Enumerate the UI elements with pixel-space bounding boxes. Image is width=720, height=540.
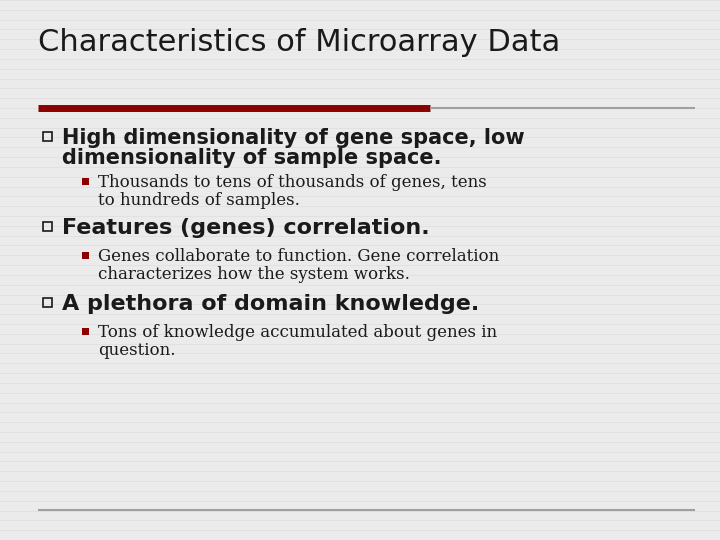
Text: to hundreds of samples.: to hundreds of samples. <box>98 192 300 209</box>
Text: question.: question. <box>98 342 176 359</box>
Text: High dimensionality of gene space, low: High dimensionality of gene space, low <box>62 128 525 148</box>
FancyBboxPatch shape <box>81 178 89 185</box>
FancyBboxPatch shape <box>81 252 89 259</box>
Text: characterizes how the system works.: characterizes how the system works. <box>98 266 410 283</box>
Text: Thousands to tens of thousands of genes, tens: Thousands to tens of thousands of genes,… <box>98 174 487 191</box>
FancyBboxPatch shape <box>81 327 89 334</box>
Text: Genes collaborate to function. Gene correlation: Genes collaborate to function. Gene corr… <box>98 248 499 265</box>
Text: Tons of knowledge accumulated about genes in: Tons of knowledge accumulated about gene… <box>98 324 497 341</box>
Text: A plethora of domain knowledge.: A plethora of domain knowledge. <box>62 294 480 314</box>
Text: dimensionality of sample space.: dimensionality of sample space. <box>62 148 441 168</box>
Text: Features (genes) correlation.: Features (genes) correlation. <box>62 218 430 238</box>
Text: Characteristics of Microarray Data: Characteristics of Microarray Data <box>38 28 560 57</box>
